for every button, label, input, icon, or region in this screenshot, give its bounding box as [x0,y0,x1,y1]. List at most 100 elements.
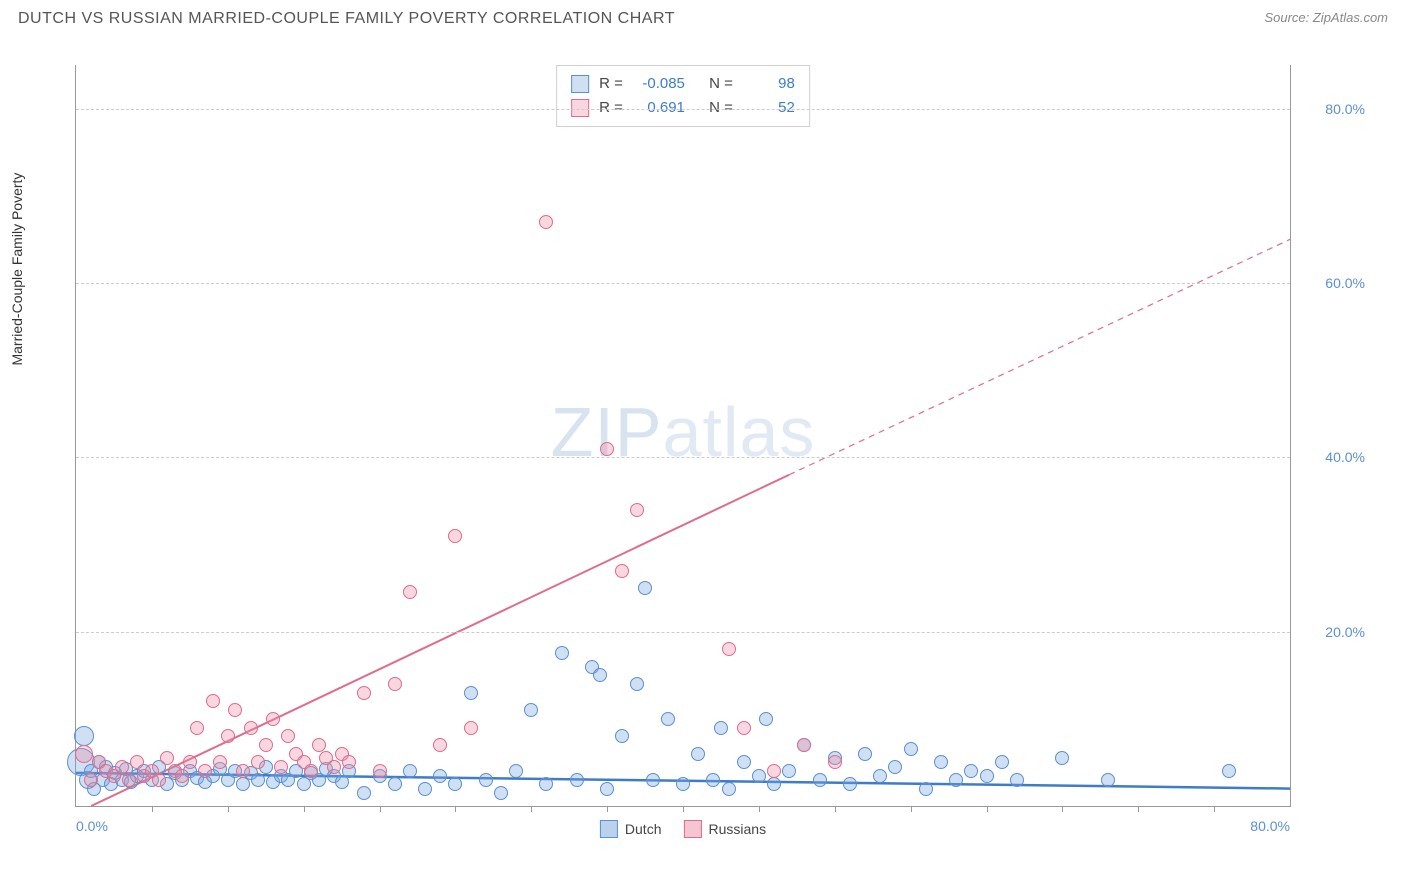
point-dutch [934,755,948,769]
point-russians [403,585,417,599]
point-dutch [448,777,462,791]
point-dutch [873,769,887,783]
point-dutch [74,726,94,746]
legend-swatch-dutch [600,820,618,838]
point-russians [630,503,644,517]
point-dutch [630,677,644,691]
point-russians [357,686,371,700]
point-russians [213,755,227,769]
point-dutch [919,782,933,796]
x-tick [455,806,456,812]
point-russians [615,564,629,578]
point-dutch [593,668,607,682]
y-tick-label: 80.0% [1325,101,1365,117]
point-russians [175,769,189,783]
point-russians [767,764,781,778]
point-russians [236,764,250,778]
point-dutch [479,773,493,787]
point-dutch [676,777,690,791]
point-dutch [524,703,538,717]
point-russians [342,755,356,769]
point-russians [115,760,129,774]
point-russians [828,755,842,769]
y-axis-label: Married-Couple Family Poverty [9,172,25,365]
point-russians [84,773,98,787]
point-russians [221,729,235,743]
point-dutch [494,786,508,800]
point-dutch [722,782,736,796]
x-tick [380,806,381,812]
point-dutch [555,646,569,660]
point-russians [312,738,326,752]
point-russians [152,773,166,787]
legend-item-russians: Russians [683,820,766,838]
point-dutch [646,773,660,787]
y-tick-label: 60.0% [1325,275,1365,291]
watermark: ZIPatlas [551,392,816,472]
x-tick [835,806,836,812]
point-dutch [767,777,781,791]
point-russians [266,712,280,726]
n-value-dutch: 98 [743,72,795,96]
point-russians [160,751,174,765]
point-dutch [995,755,1009,769]
point-dutch [509,764,523,778]
y-tick-label: 40.0% [1325,449,1365,465]
point-russians [228,703,242,717]
x-tick [152,806,153,812]
point-dutch [418,782,432,796]
point-dutch [706,773,720,787]
point-dutch [691,747,705,761]
x-tick [304,806,305,812]
gridline [76,109,1290,110]
point-russians [251,755,265,769]
point-russians [259,738,273,752]
point-dutch [759,712,773,726]
chart-title: DUTCH VS RUSSIAN MARRIED-COUPLE FAMILY P… [18,10,675,28]
point-russians [130,755,144,769]
point-dutch [888,760,902,774]
legend-swatch-russians [683,820,701,838]
point-dutch [357,786,371,800]
stats-row-dutch: R = -0.085 N = 98 [571,72,795,96]
point-dutch [1055,751,1069,765]
point-russians [281,729,295,743]
y-tick-label: 20.0% [1325,624,1365,640]
point-dutch [433,769,447,783]
swatch-dutch [571,75,589,93]
point-russians [448,529,462,543]
point-dutch [615,729,629,743]
point-russians [433,738,447,752]
point-russians [122,773,136,787]
point-dutch [782,764,796,778]
point-russians [600,442,614,456]
point-dutch [737,755,751,769]
point-dutch [949,773,963,787]
point-russians [722,642,736,656]
point-dutch [714,721,728,735]
point-russians [274,760,288,774]
x-tick [1138,806,1139,812]
x-tick [683,806,684,812]
point-russians [75,745,93,763]
point-dutch [964,764,978,778]
point-dutch [600,782,614,796]
point-dutch [570,773,584,787]
point-dutch [904,742,918,756]
x-tick [987,806,988,812]
x-tick [607,806,608,812]
point-russians [464,721,478,735]
point-dutch [858,747,872,761]
point-russians [183,755,197,769]
point-russians [373,764,387,778]
gridline [76,632,1290,633]
gridline [76,457,1290,458]
point-dutch [464,686,478,700]
point-dutch [1222,764,1236,778]
point-russians [539,215,553,229]
x-tick-label: 0.0% [76,818,108,834]
bottom-legend: Dutch Russians [600,820,766,838]
point-russians [737,721,751,735]
point-russians [190,721,204,735]
chart-header: DUTCH VS RUSSIAN MARRIED-COUPLE FAMILY P… [18,10,1388,28]
